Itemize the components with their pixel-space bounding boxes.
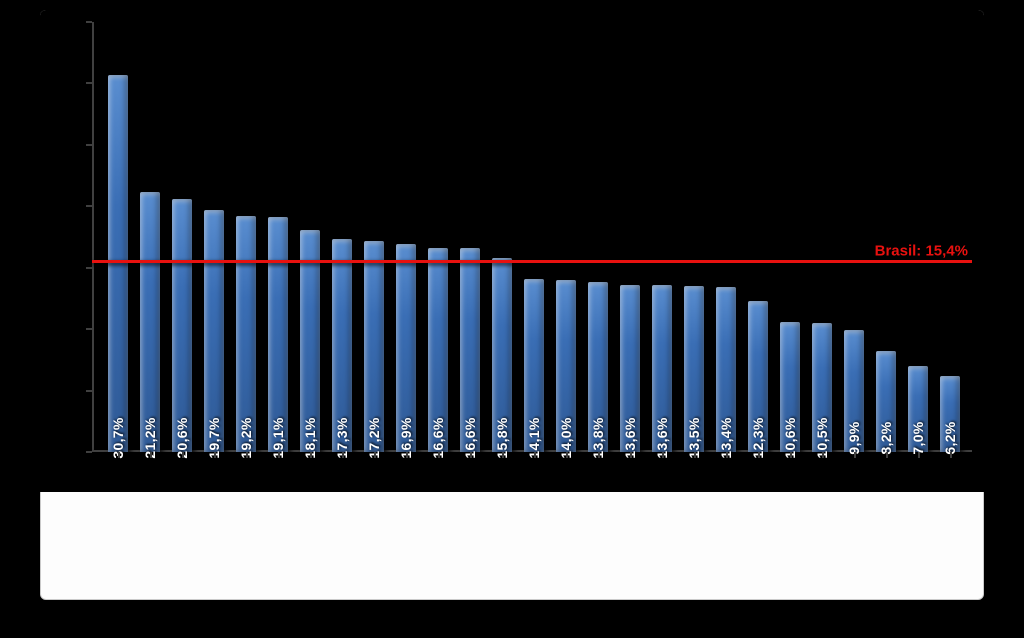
x-tick xyxy=(214,452,216,458)
bar: 17,3% xyxy=(332,239,352,452)
bar: 8,2% xyxy=(876,351,896,452)
x-tick xyxy=(918,452,920,458)
bar: 19,2% xyxy=(236,216,256,452)
bar: 13,6% xyxy=(620,285,640,452)
bar: 16,9% xyxy=(396,244,416,452)
bar: 16,6% xyxy=(428,248,448,452)
x-tick xyxy=(694,452,696,458)
x-tick xyxy=(374,452,376,458)
bar: 13,8% xyxy=(588,282,608,452)
reference-line-label: Brasil: 15,4% xyxy=(875,242,968,259)
bar-value-label: 9,9% xyxy=(846,421,862,454)
x-tick xyxy=(342,452,344,458)
x-tick xyxy=(182,452,184,458)
bar-value-label: 7,0% xyxy=(910,421,926,454)
bar: 19,7% xyxy=(204,210,224,452)
bar: 19,1% xyxy=(268,217,288,452)
x-tick xyxy=(726,452,728,458)
x-tick xyxy=(470,452,472,458)
x-tick xyxy=(438,452,440,458)
bars-container: 30,7% 21,2% 20,6% 19,7% 19,2% 19,1% 18,1% 17,3%… xyxy=(92,22,972,452)
bar: 18,1% xyxy=(300,230,320,452)
bar: 21,2% xyxy=(140,192,160,452)
bar: 13,5% xyxy=(684,286,704,452)
bar: 6,2% xyxy=(940,376,960,452)
bar: 20,6% xyxy=(172,199,192,452)
bar: 10,6% xyxy=(780,322,800,452)
x-tick xyxy=(886,452,888,458)
bar-rect xyxy=(172,199,192,452)
x-tick xyxy=(854,452,856,458)
bar: 14,1% xyxy=(524,279,544,452)
x-tick xyxy=(598,452,600,458)
plot-area: 30,7% 21,2% 20,6% 19,7% 19,2% 19,1% 18,1% 17,3%… xyxy=(92,22,972,452)
x-tick xyxy=(406,452,408,458)
x-tick xyxy=(534,452,536,458)
x-tick xyxy=(822,452,824,458)
x-tick xyxy=(566,452,568,458)
bar: 7,0% xyxy=(908,366,928,452)
reference-line: Brasil: 15,4% xyxy=(92,260,972,263)
bar: 9,9% xyxy=(844,330,864,452)
bar: 13,6% xyxy=(652,285,672,452)
bar: 16,6% xyxy=(460,248,480,452)
bar-value-label: 8,2% xyxy=(878,421,894,454)
x-tick xyxy=(246,452,248,458)
bar-value-label: 6,2% xyxy=(942,421,958,454)
x-tick xyxy=(662,452,664,458)
x-tick xyxy=(502,452,504,458)
x-tick xyxy=(790,452,792,458)
bar: 14,0% xyxy=(556,280,576,452)
bar: 10,5% xyxy=(812,323,832,452)
x-tick xyxy=(278,452,280,458)
chart-frame: 30,7% 21,2% 20,6% 19,7% 19,2% 19,1% 18,1% 17,3%… xyxy=(40,10,984,600)
bar: 17,2% xyxy=(364,241,384,452)
bar-rect xyxy=(108,75,128,452)
bar: 30,7% xyxy=(108,75,128,452)
bar: 13,4% xyxy=(716,287,736,452)
bar: 12,3% xyxy=(748,301,768,452)
x-tick xyxy=(118,452,120,458)
bar-rect xyxy=(204,210,224,452)
bar: 15,8% xyxy=(492,258,512,452)
x-tick xyxy=(950,452,952,458)
x-tick xyxy=(758,452,760,458)
x-tick xyxy=(150,452,152,458)
x-tick xyxy=(630,452,632,458)
bar-rect xyxy=(140,192,160,452)
x-tick xyxy=(310,452,312,458)
